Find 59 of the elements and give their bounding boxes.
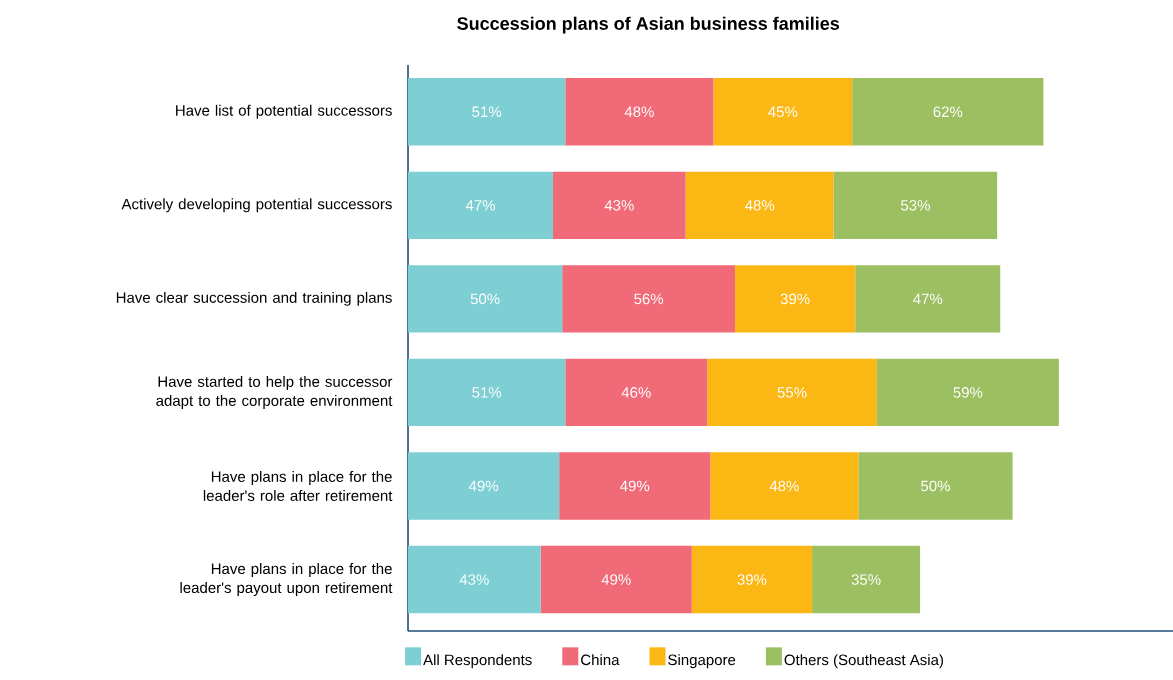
bar — [710, 452, 859, 520]
bar — [691, 545, 813, 614]
data-label: 35% — [851, 574, 881, 585]
data-label: 39% — [780, 293, 810, 305]
bar — [685, 171, 834, 240]
chart-title: Succession plans of Asian business families — [457, 16, 840, 34]
data-label: 48% — [769, 480, 799, 492]
data-label: 49% — [620, 480, 650, 492]
bar — [408, 545, 541, 614]
data-label: 47% — [465, 200, 495, 211]
bar — [707, 358, 877, 427]
data-label: 48% — [744, 200, 775, 211]
bar — [408, 358, 566, 427]
bar — [562, 265, 735, 333]
bar — [565, 358, 708, 427]
data-label: 53% — [901, 200, 930, 211]
y-tick-label: Have plans in place for the leader's role after retirement — [203, 470, 393, 501]
legend-label: All Respondents — [423, 654, 532, 669]
bar — [713, 78, 853, 146]
data-label: 51% — [472, 106, 502, 118]
data-label: 49% — [468, 480, 499, 492]
data-label: 46% — [621, 387, 651, 398]
bar — [408, 265, 563, 333]
legend-label: Singapore — [668, 654, 736, 669]
legend-label: China — [581, 654, 620, 666]
bar — [858, 452, 1013, 520]
data-label: 62% — [933, 106, 963, 118]
bar — [408, 452, 560, 520]
bar — [552, 171, 686, 240]
data-label: 48% — [624, 106, 654, 118]
data-label: 49% — [601, 574, 631, 585]
data-label: 39% — [737, 574, 767, 585]
y-tick-label: Have plans in place for the leader's payout upon retirement — [180, 563, 393, 597]
y-tick-label: Have started to help the successor adapt to the corporate environment — [156, 375, 393, 409]
data-label: 59% — [953, 387, 983, 398]
data-label: 45% — [768, 106, 798, 118]
data-label: 50% — [470, 293, 500, 305]
y-tick-label: Actively developing potential successors — [121, 198, 392, 213]
bar — [408, 78, 566, 146]
bar — [565, 78, 714, 146]
bar — [540, 545, 692, 614]
data-label: 50% — [921, 480, 950, 492]
data-label: 56% — [634, 293, 664, 305]
bar — [812, 545, 921, 614]
bar — [833, 171, 998, 240]
bar — [876, 358, 1059, 427]
data-label: 55% — [777, 387, 807, 398]
data-label: 47% — [913, 293, 943, 305]
bar — [852, 78, 1044, 146]
data-label: 43% — [604, 200, 634, 211]
bar — [559, 452, 711, 520]
y-tick-label: Have clear succession and training plans — [116, 291, 392, 306]
data-label: 51% — [472, 387, 502, 398]
bar — [734, 265, 856, 333]
legend-label: Others (Southeast Asia) — [784, 654, 943, 669]
data-label: 43% — [459, 574, 489, 585]
y-tick-label: Have list of potential successors — [176, 104, 392, 119]
bar — [408, 171, 553, 240]
bar — [855, 265, 1001, 333]
